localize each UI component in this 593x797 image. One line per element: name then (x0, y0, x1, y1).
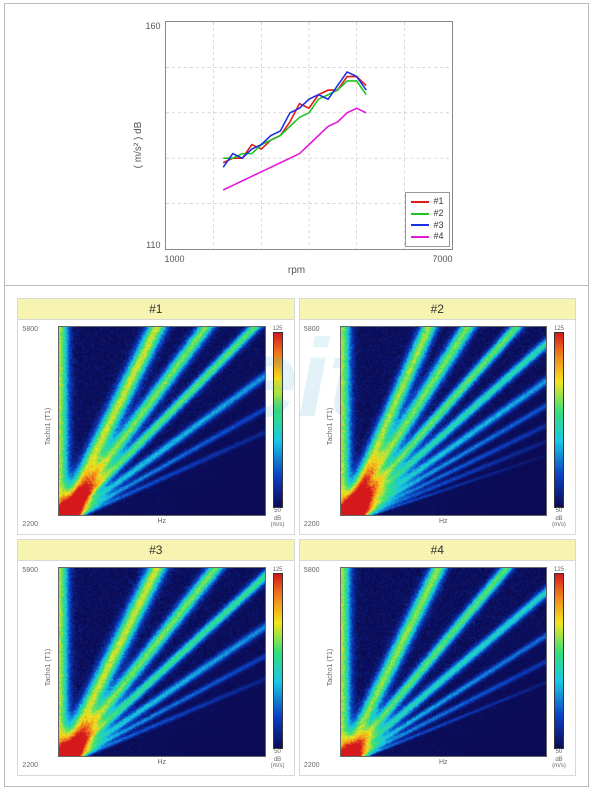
spectrogram-canvas (341, 327, 547, 515)
legend-swatch (411, 224, 429, 226)
xtick: 1000 (165, 254, 185, 264)
spectrogram-canvas (341, 568, 547, 756)
spectrogram-xlabel: Hz (340, 516, 548, 528)
colorbar (554, 573, 564, 749)
spectrogram-yticks: 58002200 (304, 326, 322, 528)
spectrogram-plot (340, 567, 548, 757)
colorbar-label: dB (m/s) (268, 757, 288, 769)
spectrogram-body: 58002200Tacho1 (T1)Hz12550dB (m/s) (300, 561, 576, 775)
line-chart-xlabel: rpm (288, 265, 305, 276)
spectrogram-body: 58002200Tacho1 (T1)Hz12550dB (m/s) (18, 561, 294, 775)
spectrogram-body: 58002200Tacho1 (T1)Hz12550dB (m/s) (18, 320, 294, 534)
legend-label: #2 (433, 208, 443, 220)
spectrogram-grid: #158002200Tacho1 (T1)Hz12550dB (m/s)#258… (17, 298, 576, 774)
legend-item: #3 (411, 220, 443, 232)
spectrogram-panel: #458002200Tacho1 (T1)Hz12550dB (m/s) (299, 539, 577, 776)
colorbar (273, 573, 283, 749)
colorbar-wrap: 12550dB (m/s) (547, 567, 571, 769)
spectrogram-yticks: 58002200 (22, 326, 40, 528)
spectrogram-panel: #358002200Tacho1 (T1)Hz12550dB (m/s) (17, 539, 295, 776)
legend-swatch (411, 201, 429, 203)
spectrogram-panel: #158002200Tacho1 (T1)Hz12550dB (m/s) (17, 298, 295, 535)
spectrogram-title: #4 (300, 540, 576, 561)
line-chart-xticks: 1000 7000 (165, 254, 453, 264)
colorbar-label: dB (m/s) (549, 516, 569, 528)
spectrogram-title: #1 (18, 299, 294, 320)
spectrogram-ylabel: Tacho1 (T1) (40, 567, 58, 769)
figure-container: ( m/s² ) dB rpm 110 160 1000 7000 #1#2#3… (4, 3, 589, 787)
legend-label: #4 (433, 231, 443, 243)
colorbar-wrap: 12550dB (m/s) (547, 326, 571, 528)
legend-item: #2 (411, 208, 443, 220)
line-chart: ( m/s² ) dB rpm 110 160 1000 7000 #1#2#3… (137, 17, 457, 272)
colorbar-wrap: 12550dB (m/s) (266, 326, 290, 528)
legend-swatch (411, 213, 429, 215)
colorbar (273, 332, 283, 508)
line-chart-yticks: 110 160 (141, 21, 161, 250)
legend-label: #1 (433, 196, 443, 208)
spectrogram-body: 58002200Tacho1 (T1)Hz12550dB (m/s) (300, 320, 576, 534)
line-chart-legend: #1#2#3#4 (405, 192, 449, 247)
colorbar-label: dB (m/s) (549, 757, 569, 769)
legend-label: #3 (433, 220, 443, 232)
spectrogram-title: #2 (300, 299, 576, 320)
spectrogram-canvas (59, 327, 265, 515)
spectrogram-ylabel: Tacho1 (T1) (322, 326, 340, 528)
ytick: 160 (141, 21, 161, 31)
spectrogram-grid-cell: Keit #158002200Tacho1 (T1)Hz12550dB (m/s… (5, 286, 588, 786)
spectrogram-plot (58, 567, 266, 757)
xtick: 7000 (432, 254, 452, 264)
line-chart-cell: ( m/s² ) dB rpm 110 160 1000 7000 #1#2#3… (5, 4, 588, 286)
spectrogram-yticks: 58002200 (304, 567, 322, 769)
spectrogram-title: #3 (18, 540, 294, 561)
legend-swatch (411, 236, 429, 238)
colorbar-wrap: 12550dB (m/s) (266, 567, 290, 769)
spectrogram-yticks: 58002200 (22, 567, 40, 769)
ytick: 110 (141, 240, 161, 250)
spectrogram-canvas (59, 568, 265, 756)
spectrogram-plot (58, 326, 266, 516)
spectrogram-ylabel: Tacho1 (T1) (322, 567, 340, 769)
legend-item: #1 (411, 196, 443, 208)
spectrogram-panel: #258002200Tacho1 (T1)Hz12550dB (m/s) (299, 298, 577, 535)
spectrogram-xlabel: Hz (340, 757, 548, 769)
spectrogram-ylabel: Tacho1 (T1) (40, 326, 58, 528)
spectrogram-xlabel: Hz (58, 516, 266, 528)
legend-item: #4 (411, 231, 443, 243)
colorbar (554, 332, 564, 508)
spectrogram-xlabel: Hz (58, 757, 266, 769)
spectrogram-plot (340, 326, 548, 516)
colorbar-label: dB (m/s) (268, 516, 288, 528)
line-chart-plot: #1#2#3#4 (165, 21, 453, 250)
